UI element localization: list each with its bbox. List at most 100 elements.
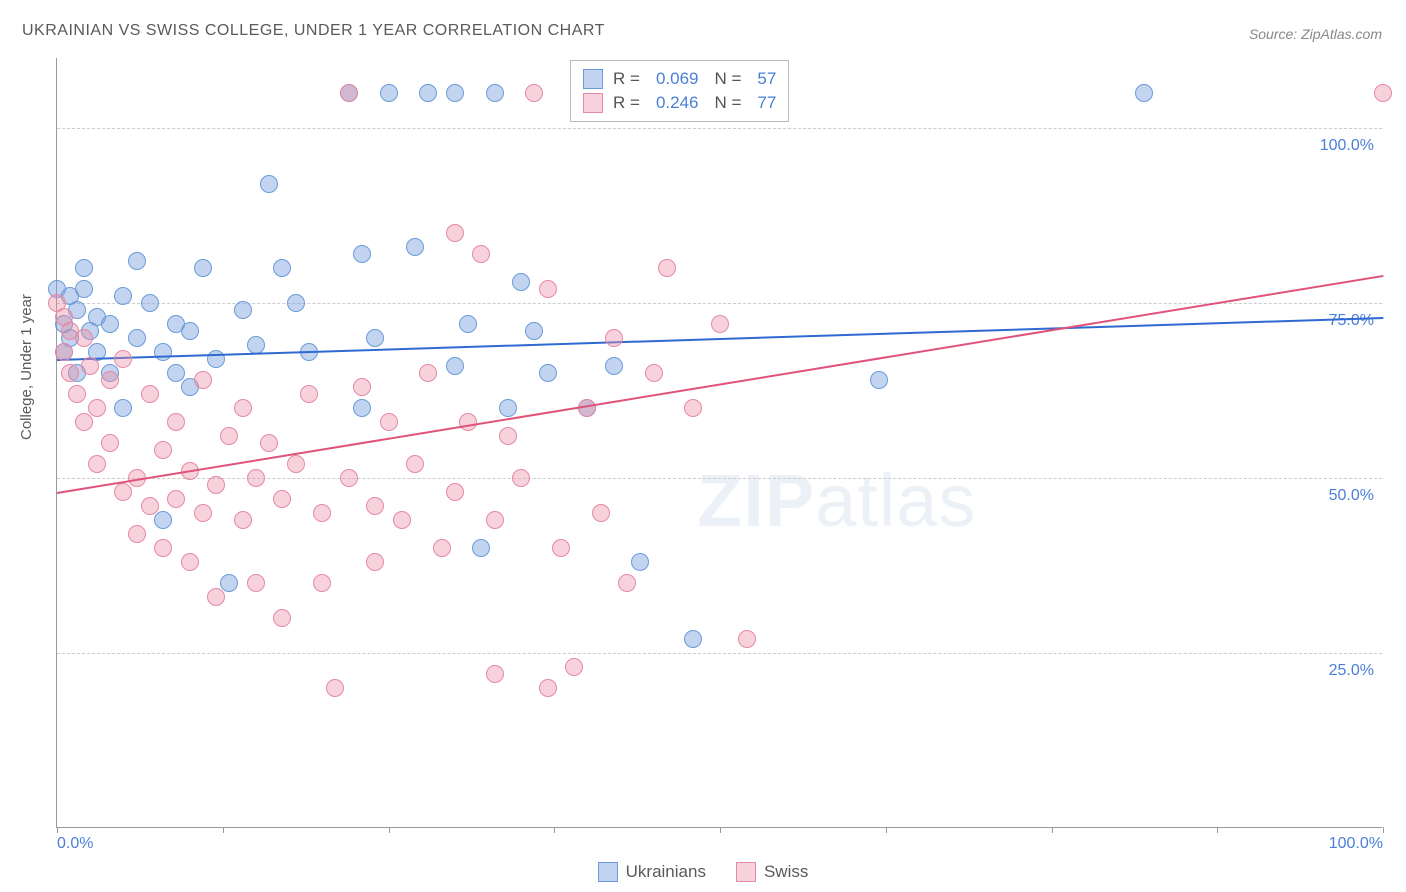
scatter-point: [207, 350, 225, 368]
x-tick-label: 0.0%: [57, 835, 93, 853]
scatter-point: [141, 294, 159, 312]
gridline: [57, 128, 1382, 129]
scatter-point: [154, 343, 172, 361]
watermark: ZIPatlas: [697, 458, 976, 543]
scatter-point: [406, 238, 424, 256]
scatter-point: [433, 539, 451, 557]
bottom-legend: Ukrainians Swiss: [0, 862, 1406, 882]
scatter-point: [486, 665, 504, 683]
x-tick: [389, 827, 390, 833]
scatter-point: [114, 287, 132, 305]
scatter-point: [247, 469, 265, 487]
bottom-legend-item: Swiss: [736, 862, 808, 882]
scatter-point: [167, 490, 185, 508]
scatter-point: [88, 399, 106, 417]
scatter-point: [287, 455, 305, 473]
gridline: [57, 653, 1382, 654]
x-tick-label: 100.0%: [1329, 835, 1383, 853]
scatter-point: [194, 371, 212, 389]
scatter-point: [353, 378, 371, 396]
scatter-point: [75, 259, 93, 277]
scatter-point: [273, 259, 291, 277]
scatter-point: [446, 84, 464, 102]
scatter-point: [141, 497, 159, 515]
legend-swatch: [736, 862, 756, 882]
x-tick: [223, 827, 224, 833]
scatter-point: [592, 504, 610, 522]
scatter-point: [194, 259, 212, 277]
scatter-point: [446, 357, 464, 375]
scatter-point: [525, 84, 543, 102]
scatter-point: [75, 329, 93, 347]
scatter-point: [313, 574, 331, 592]
x-tick: [886, 827, 887, 833]
scatter-point: [393, 511, 411, 529]
scatter-point: [167, 413, 185, 431]
scatter-point: [459, 315, 477, 333]
scatter-point: [446, 483, 464, 501]
legend-swatch: [583, 69, 603, 89]
scatter-point: [539, 364, 557, 382]
scatter-point: [247, 574, 265, 592]
y-tick-label: 25.0%: [1329, 662, 1374, 680]
scatter-point: [88, 455, 106, 473]
scatter-point: [75, 280, 93, 298]
scatter-point: [353, 399, 371, 417]
scatter-point: [260, 434, 278, 452]
y-tick-label: 50.0%: [1329, 487, 1374, 505]
scatter-point: [366, 497, 384, 515]
scatter-point: [181, 322, 199, 340]
y-tick-label: 75.0%: [1329, 312, 1374, 330]
scatter-point: [220, 427, 238, 445]
scatter-point: [141, 385, 159, 403]
scatter-point: [234, 301, 252, 319]
scatter-point: [486, 511, 504, 529]
scatter-point: [539, 280, 557, 298]
scatter-point: [512, 469, 530, 487]
legend-box: R =0.069N =57R =0.246N =77: [570, 60, 789, 122]
scatter-point: [207, 476, 225, 494]
x-tick: [1217, 827, 1218, 833]
scatter-point: [220, 574, 238, 592]
legend-row: R =0.246N =77: [583, 91, 776, 115]
scatter-point: [260, 175, 278, 193]
chart-title: UKRAINIAN VS SWISS COLLEGE, UNDER 1 YEAR…: [22, 22, 605, 40]
scatter-point: [499, 399, 517, 417]
scatter-point: [472, 245, 490, 263]
legend-label: Swiss: [764, 862, 808, 882]
scatter-point: [459, 413, 477, 431]
scatter-point: [300, 385, 318, 403]
scatter-point: [870, 371, 888, 389]
scatter-point: [353, 245, 371, 263]
scatter-point: [114, 350, 132, 368]
y-axis-label: College, Under 1 year: [18, 294, 35, 440]
scatter-point: [154, 441, 172, 459]
scatter-point: [128, 329, 146, 347]
scatter-point: [313, 504, 331, 522]
x-tick: [554, 827, 555, 833]
scatter-point: [273, 609, 291, 627]
bottom-legend-item: Ukrainians: [598, 862, 706, 882]
scatter-point: [234, 511, 252, 529]
scatter-point: [658, 259, 676, 277]
scatter-point: [247, 336, 265, 354]
scatter-point: [1135, 84, 1153, 102]
scatter-point: [154, 511, 172, 529]
x-tick: [1383, 827, 1384, 833]
scatter-point: [61, 364, 79, 382]
scatter-point: [684, 630, 702, 648]
y-tick-label: 100.0%: [1320, 137, 1374, 155]
scatter-point: [128, 252, 146, 270]
legend-swatch: [583, 93, 603, 113]
legend-row: R =0.069N =57: [583, 67, 776, 91]
scatter-point: [287, 294, 305, 312]
scatter-point: [512, 273, 530, 291]
scatter-point: [419, 364, 437, 382]
scatter-point: [181, 553, 199, 571]
scatter-point: [380, 413, 398, 431]
scatter-point: [565, 658, 583, 676]
scatter-point: [645, 364, 663, 382]
scatter-point: [1374, 84, 1392, 102]
scatter-point: [273, 490, 291, 508]
scatter-point: [419, 84, 437, 102]
